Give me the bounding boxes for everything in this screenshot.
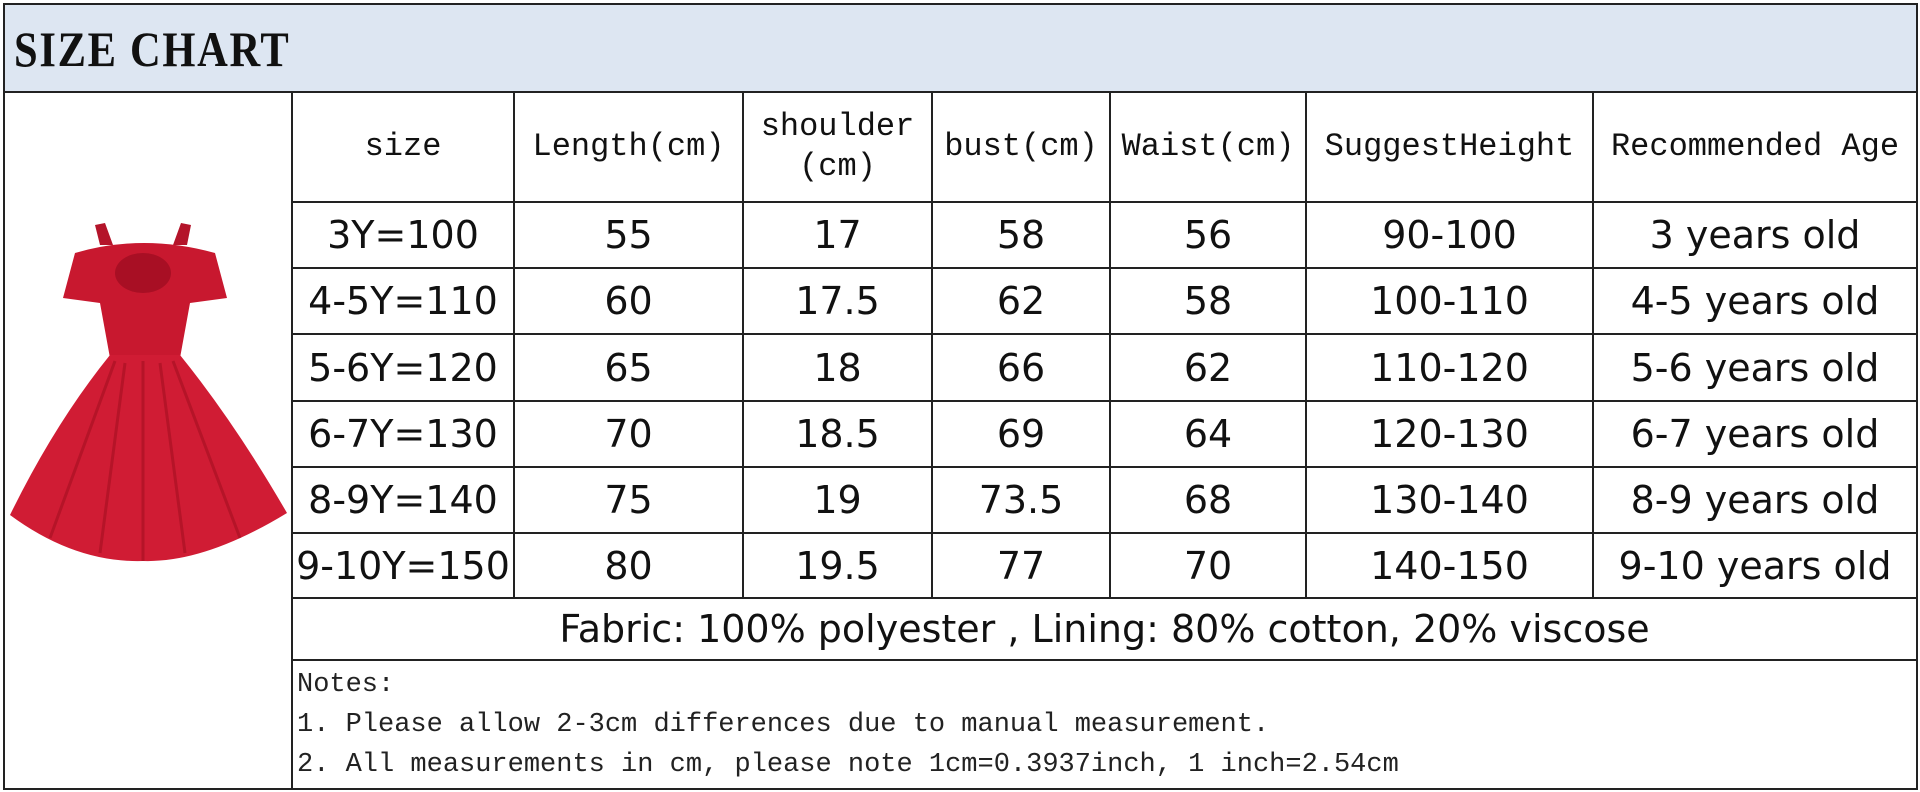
table-cell: 65 [513, 335, 742, 402]
table-cell: 56 [1109, 203, 1305, 269]
table-cell: 73.5 [931, 468, 1109, 534]
table-cell: 18 [742, 335, 931, 402]
table-cell: 17.5 [742, 269, 931, 335]
note-line: 2. All measurements in cm, please note 1… [297, 750, 1399, 780]
header-cell: Length(cm) [513, 93, 742, 203]
header-cell: Recommended Age [1592, 93, 1916, 203]
table-cell: 55 [513, 203, 742, 269]
table-cell: 6-7 years old [1592, 402, 1916, 468]
table-cell: 62 [1109, 335, 1305, 402]
table-cell: 19.5 [742, 534, 931, 599]
header-cell: size [291, 93, 513, 203]
table-cell: 66 [931, 335, 1109, 402]
table-cell: 120-130 [1305, 402, 1592, 468]
table-cell: 9-10Y=150 [291, 534, 513, 599]
table-cell: 70 [1109, 534, 1305, 599]
table-cell: 3 years old [1592, 203, 1916, 269]
table-cell: 5-6Y=120 [291, 335, 513, 402]
table-cell: 60 [513, 269, 742, 335]
table-cell: 19 [742, 468, 931, 534]
header-cell: bust(cm) [931, 93, 1109, 203]
table-cell: 130-140 [1305, 468, 1592, 534]
table-cell: 140-150 [1305, 534, 1592, 599]
fabric-note: Fabric: 100% polyester , Lining: 80% cot… [291, 599, 1916, 661]
table-cell: 70 [513, 402, 742, 468]
table-cell: 80 [513, 534, 742, 599]
table-cell: 110-120 [1305, 335, 1592, 402]
table-cell: 64 [1109, 402, 1305, 468]
table-cell: 68 [1109, 468, 1305, 534]
title: SIZE CHART [14, 21, 291, 77]
table-cell: 8-9Y=140 [291, 468, 513, 534]
table-cell: 9-10 years old [1592, 534, 1916, 599]
table-cell: 58 [1109, 269, 1305, 335]
table-cell: 4-5 years old [1592, 269, 1916, 335]
table-cell: 18.5 [742, 402, 931, 468]
table-cell: 90-100 [1305, 203, 1592, 269]
table-cell: 58 [931, 203, 1109, 269]
note-line: 1. Please allow 2-3cm differences due to… [297, 710, 1270, 740]
table-cell: 77 [931, 534, 1109, 599]
table-cell: 69 [931, 402, 1109, 468]
notes-title: Notes: [297, 670, 395, 700]
table-cell: 62 [931, 269, 1109, 335]
table-cell: 4-5Y=110 [291, 269, 513, 335]
header-cell: SuggestHeight [1305, 93, 1592, 203]
table-cell: 5-6 years old [1592, 335, 1916, 402]
table-cell: 6-7Y=130 [291, 402, 513, 468]
dress-image [10, 223, 287, 562]
header-cell: shoulder (cm) [742, 93, 931, 203]
table-cell: 17 [742, 203, 931, 269]
table-cell: 8-9 years old [1592, 468, 1916, 534]
notes-box [291, 659, 1916, 789]
body-frame [3, 91, 1918, 790]
table-cell: 3Y=100 [291, 203, 513, 269]
table-cell: 75 [513, 468, 742, 534]
header-cell: Waist(cm) [1109, 93, 1305, 203]
table-cell: 100-110 [1305, 269, 1592, 335]
